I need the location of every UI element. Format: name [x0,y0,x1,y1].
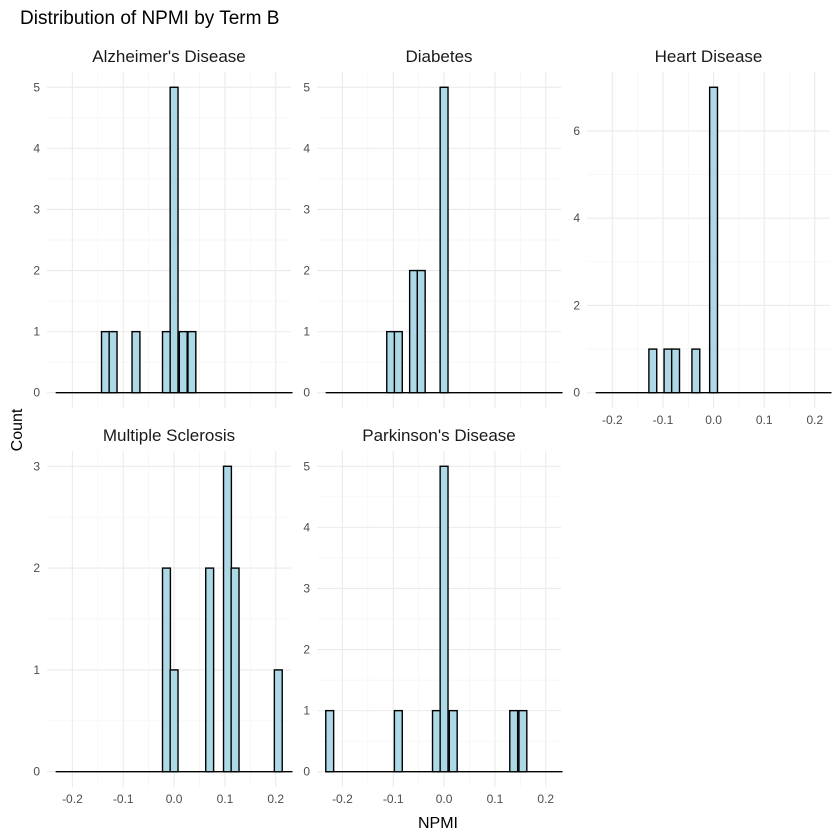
y-tick-label: 2 [33,264,40,278]
x-tick-label: 0.1 [487,792,504,806]
x-tick-label: 0.2 [267,792,284,806]
facet-title: Parkinson's Disease [362,426,515,445]
chart-title: Distribution of NPMI by Term B [20,8,279,29]
y-tick-label: 2 [303,264,310,278]
facet-title: Multiple Sclerosis [103,426,235,445]
histogram-bar [178,330,188,394]
histogram-bar [222,465,233,773]
histogram-bar [439,86,449,394]
y-tick-label: 1 [33,325,40,339]
histogram-bar [230,567,240,773]
histogram-bar [273,669,283,773]
y-tick-label: 0 [33,386,40,400]
y-tick-label: 1 [303,704,310,718]
histogram-bar [663,348,673,394]
x-tick-label: 0.1 [756,413,773,427]
histogram-bar [205,567,215,773]
y-tick-label: 3 [33,202,40,216]
histogram-bar [325,709,335,773]
y-tick-label: 4 [33,141,40,155]
x-tick-label: -0.1 [383,792,404,806]
facet-title: Alzheimer's Disease [92,47,245,66]
y-tick-label: 4 [303,520,310,534]
x-tick-label: 0.0 [705,413,722,427]
facet-title: Heart Disease [655,47,763,66]
y-axis-title: Count [9,408,26,451]
x-tick-label: 0.2 [806,413,823,427]
histogram-bar [408,269,419,394]
histogram-bar [169,669,179,773]
histogram-bar [431,709,442,773]
x-tick-label: 0.0 [166,792,183,806]
y-tick-label: 4 [573,211,580,225]
histogram-bar [509,709,519,773]
x-tick-label: -0.2 [602,413,623,427]
histogram-bar [131,330,141,394]
facet-panel: 0 1 2 3 Multiple Sclerosis -0.2 -0.1 0.0 0.1 0.2 [33,426,293,806]
x-tick-label: 0.1 [217,792,234,806]
x-tick-label: -0.1 [113,792,134,806]
y-tick-label: 3 [303,202,310,216]
histogram-bar [448,709,458,773]
facet-panel: 0 2 4 6 Heart Disease -0.2 -0.1 0.0 0.1 0.2 [573,47,832,427]
y-tick-label: 6 [573,124,580,138]
histogram-bar [439,465,449,773]
histogram-bar [386,330,396,394]
facet-panel: 0 1 2 3 4 5 Diabetes [303,47,563,408]
y-tick-label: 4 [303,141,310,155]
y-tick-label: 1 [303,325,310,339]
y-tick-label: 5 [33,80,40,94]
histogram-bar [393,709,403,773]
histogram-bar [161,567,172,773]
facet-panel: 0 1 2 3 4 5 Alzheimer's Disease [33,47,293,408]
x-tick-label: -0.1 [653,413,674,427]
histogram-bar [648,348,658,394]
y-tick-label: 2 [573,298,580,312]
y-tick-label: 3 [33,459,40,473]
y-tick-label: 3 [303,581,310,595]
histogram-bar [161,330,172,394]
histogram-bar [670,348,681,394]
y-tick-label: 2 [33,561,40,575]
y-tick-label: 5 [303,80,310,94]
histogram-bar [100,330,111,394]
histogram-bar [393,330,403,394]
histogram-bar [108,330,118,394]
histogram-bar [187,330,197,394]
histogram-bar [518,709,528,773]
facet-title: Diabetes [405,47,472,66]
y-tick-label: 1 [33,663,40,677]
y-tick-label: 0 [573,386,580,400]
y-tick-label: 0 [33,765,40,779]
x-tick-label: -0.2 [332,792,353,806]
y-tick-label: 5 [303,459,310,473]
y-tick-label: 0 [303,765,310,779]
histogram-bar [691,348,701,394]
y-tick-label: 0 [303,386,310,400]
histogram-bar [169,86,179,394]
histogram-bar [416,269,426,394]
x-tick-label: -0.2 [62,792,83,806]
histogram-bar [708,86,719,394]
x-tick-label: 0.0 [436,792,453,806]
x-axis-title: NPMI [418,815,458,832]
x-tick-label: 0.2 [537,792,554,806]
facet-panel: 0 1 2 3 4 5 Parkinson's Disease -0.2 -0.1 0.0 0.1 0… [303,426,563,806]
y-tick-label: 2 [303,643,310,657]
